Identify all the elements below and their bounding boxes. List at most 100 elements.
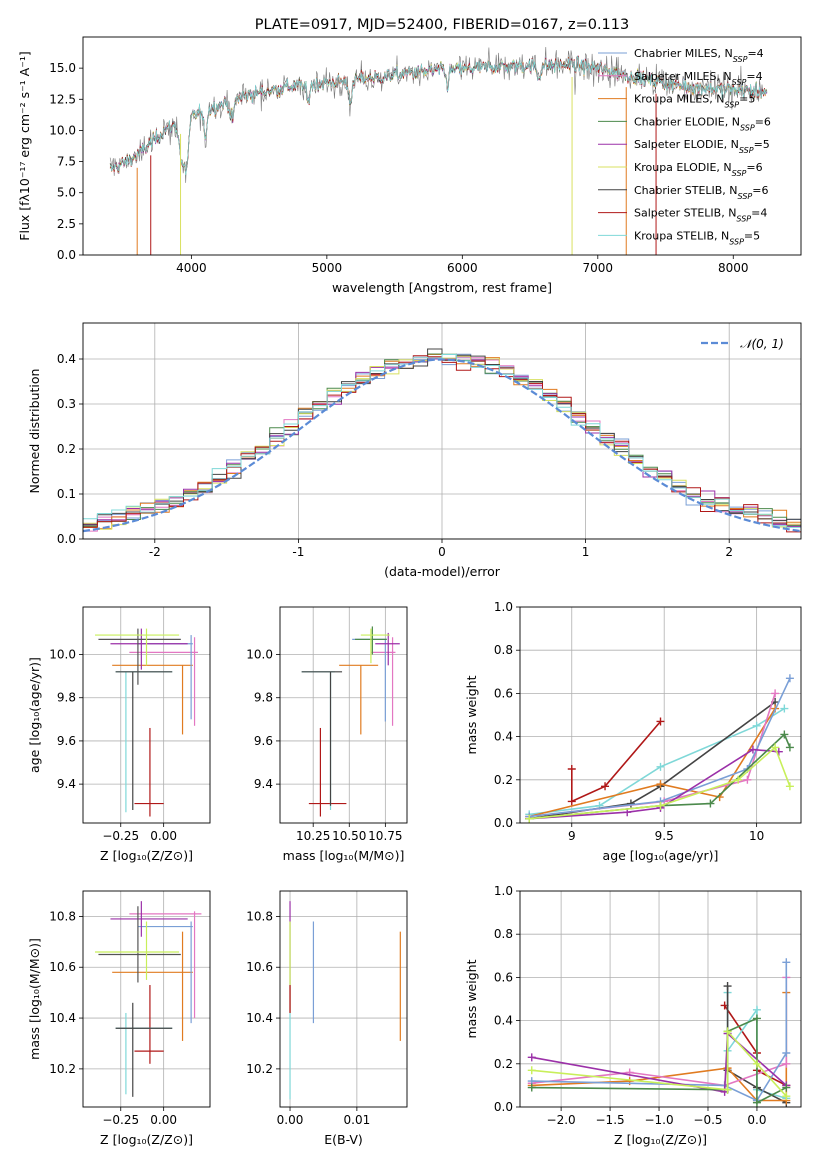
y-tick-label: 0.8 <box>494 927 513 941</box>
axes-frame <box>279 890 408 1108</box>
panel-age-vs-mass: 10.25 10.50 10.75 9.4 9.6 9.8 10.0 mass [log₁₀(… <box>246 606 408 863</box>
weight-marker <box>752 1014 761 1023</box>
weight-marker <box>748 745 757 754</box>
y-tick-label: 2.5 <box>57 217 76 231</box>
y-tick-label: 0.2 <box>494 1057 513 1071</box>
weight-marker <box>780 704 789 713</box>
weight-series-2 <box>529 701 776 820</box>
y-tick-label: 7.5 <box>57 155 76 169</box>
x-tick-label: 10.25 <box>296 829 330 843</box>
histogram-8 <box>83 354 801 528</box>
x-tick-label: 0 <box>438 545 446 559</box>
legend-subscript: SSP <box>738 191 753 200</box>
weight-marker <box>656 717 665 726</box>
errorbar-point-7 <box>98 906 181 983</box>
legend-value: =5 <box>754 138 770 151</box>
y-tick-label: 0.2 <box>57 442 76 456</box>
x-tick-label: -2 <box>149 545 161 559</box>
errorbar-point-6 <box>110 901 188 937</box>
normal-curve <box>83 358 801 533</box>
errorbar-point-2 <box>115 1002 173 1097</box>
errorbar-point-0 <box>134 985 164 1064</box>
legend-value: =5 <box>739 93 755 106</box>
panel-spectrum: 4000 5000 6000 7000 8000 0.0 2.5 5.0 7.5 10.0 12.5… <box>17 17 802 295</box>
errorbar-point-7 <box>98 628 181 685</box>
weight-marker <box>743 775 752 784</box>
plot-area <box>83 607 210 823</box>
y-axis-label: mass weight <box>464 675 479 754</box>
chart-title: PLATE=0917, MJD=52400, FIBERID=0167, z=0… <box>255 17 629 33</box>
weight-marker <box>723 1085 732 1094</box>
legend-value: =6 <box>752 184 768 197</box>
weight-marker <box>771 689 780 698</box>
legend-subscript: SSP <box>736 214 751 223</box>
errorbar-point-4 <box>370 637 396 726</box>
legend-label: Salpeter MILES, NSSP=4 <box>634 70 763 87</box>
y-tick-label: 10.8 <box>246 909 273 923</box>
y-axis-label: age [log₁₀(age/yr)] <box>27 657 42 773</box>
y-tick-label: 10.0 <box>49 123 76 137</box>
legend-label: Chabrier MILES, NSSP=4 <box>634 47 764 64</box>
y-tick-label: 10.4 <box>49 1011 76 1025</box>
legend-label: 𝒩(0, 1) <box>740 337 784 351</box>
weight-marker <box>734 775 743 784</box>
errorbar-point-8 <box>95 921 180 980</box>
panel-weight-vs-Z: −2.0 −1.5 −1.0 −0.5 0.0 0.0 0.2 0.4 0.6 0.8 1.0 Z [… <box>464 884 802 1147</box>
weight-marker <box>752 1059 761 1068</box>
weight-series-5 <box>529 677 791 818</box>
errorbar-point-5 <box>352 638 387 722</box>
errorbar-point-8 <box>360 628 390 664</box>
weight-marker <box>527 1053 536 1062</box>
axes-front: −0.25 0.00 10.2 10.4 10.6 10.8 Z [log₁₀(Z/Z⊙)]… <box>27 890 211 1147</box>
x-tick-label: 4000 <box>176 261 207 275</box>
y-tick-label: 9.4 <box>57 777 76 791</box>
legend-value: =6 <box>755 115 771 128</box>
legend-label: Kroupa ELODIE, NSSP=6 <box>634 161 763 178</box>
legend: 𝒩(0, 1) <box>701 337 784 351</box>
y-tick-label: 0.0 <box>57 248 76 262</box>
x-tick-label: −1.0 <box>644 1113 673 1127</box>
y-axis-label: mass weight <box>464 959 479 1038</box>
weight-marker <box>601 782 610 791</box>
x-axis-label: age [log₁₀(age/yr)] <box>603 848 719 863</box>
weight-marker <box>782 1092 791 1101</box>
legend-subscript: SSP <box>739 146 754 155</box>
x-axis-label: Z [log₁₀(Z/Z⊙)] <box>100 1132 193 1147</box>
weight-series-7 <box>531 1017 787 1105</box>
x-axis-label: wavelength [Angstrom, rest frame] <box>332 280 552 295</box>
weight-marker <box>785 743 794 752</box>
weight-marker <box>527 1066 536 1075</box>
y-axis-label: Flux [fλ10⁻¹⁷ erg cm⁻² s⁻¹ A⁻¹] <box>17 51 32 240</box>
weight-marker <box>780 730 789 739</box>
errorbar-point-3 <box>339 664 379 735</box>
y-tick-label: 10.0 <box>246 648 273 662</box>
x-tick-label: 1 <box>582 545 590 559</box>
y-tick-label: 9.8 <box>254 691 273 705</box>
legend-label: Salpeter STELIB, NSSP=4 <box>634 207 767 224</box>
axes-front: 9 9.5 10 0.0 0.2 0.4 0.6 0.8 1.0 age [log₁₀(age/y… <box>464 600 802 863</box>
axes-front: 0.00 0.01 10.2 10.4 10.6 10.8 E(B-V) <box>246 890 408 1147</box>
x-tick-label: 8000 <box>718 261 749 275</box>
axes-front: 10.25 10.50 10.75 9.4 9.6 9.8 10.0 mass [log₁₀(… <box>246 606 408 863</box>
x-tick-label: 2 <box>725 545 733 559</box>
weight-series-3 <box>529 708 776 818</box>
errorbar-point-2 <box>301 671 343 806</box>
legend-value: =4 <box>751 207 767 220</box>
axes-front: -2 -1 0 1 2 0.0 0.1 0.2 0.3 0.4 (data-model)/error… <box>27 322 802 579</box>
y-tick-label: 0.3 <box>57 397 76 411</box>
legend-value: =4 <box>747 47 763 60</box>
x-tick-label: −0.5 <box>693 1113 722 1127</box>
x-tick-label: 10 <box>749 829 764 843</box>
y-tick-label: 10.0 <box>49 648 76 662</box>
weight-series-0 <box>571 720 662 803</box>
weight-marker <box>771 743 780 752</box>
legend-subscript: SSP <box>732 77 747 86</box>
weight-series-1 <box>529 707 785 816</box>
weight-marker <box>785 782 794 791</box>
y-tick-label: 9.6 <box>57 734 76 748</box>
weight-marker <box>723 982 732 991</box>
legend-subscript: SSP <box>729 237 744 246</box>
x-tick-label: 0.00 <box>277 1113 304 1127</box>
axes-front: −2.0 −1.5 −1.0 −0.5 0.0 0.0 0.2 0.4 0.6 0.8 1.0 Z [… <box>464 884 802 1147</box>
